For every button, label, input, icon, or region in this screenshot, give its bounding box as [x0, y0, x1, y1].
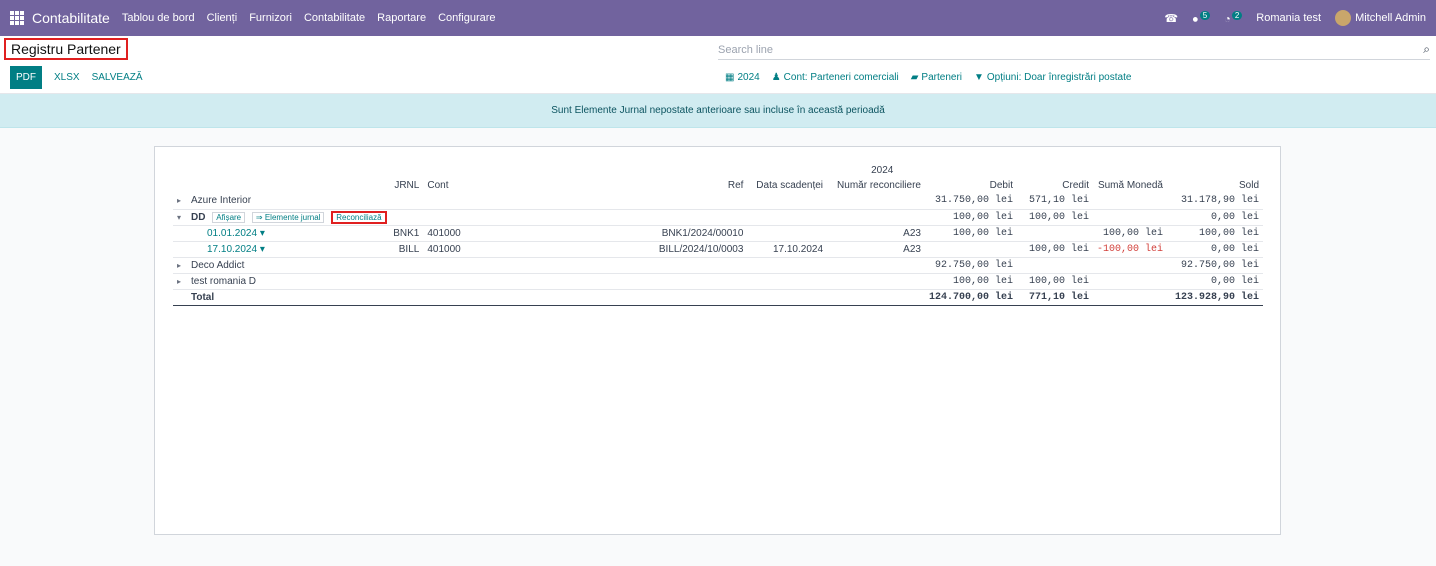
table-row[interactable]: 17.10.2024 ▾ BILL 401000 BILL/2024/10/00… — [173, 240, 1263, 257]
warning-banner: Sunt Elemente Jurnal nepostate anterioar… — [0, 94, 1436, 128]
col-cont: Cont — [427, 180, 449, 191]
menu-reporting[interactable]: Raportare — [377, 12, 427, 24]
table-row[interactable]: 01.01.2024 ▾ BNK1 401000 BNK1/2024/00010… — [173, 224, 1263, 241]
folder-icon: ▰ — [910, 72, 919, 83]
app-name[interactable]: Contabilitate — [32, 10, 110, 26]
col-sold: Sold — [1238, 180, 1259, 191]
report-sheet: 2024 JRNL Cont Ref Data scadenței Număr … — [154, 146, 1281, 535]
report-area: 2024 JRNL Cont Ref Data scadenței Număr … — [0, 128, 1436, 566]
user-icon: ♟ — [771, 72, 781, 83]
partner-ledger-table: 2024 JRNL Cont Ref Data scadenței Număr … — [173, 163, 1263, 306]
phone-icon[interactable]: ☎ — [1164, 12, 1179, 25]
filter-account[interactable]: ♟ Cont: Parteneri comerciali — [771, 72, 899, 83]
apps-grid-icon[interactable] — [10, 11, 24, 25]
avatar — [1335, 10, 1352, 26]
col-credit: Credit — [1062, 180, 1089, 191]
caret-right-icon[interactable]: ▸ — [173, 272, 187, 289]
col-ref: Ref — [727, 180, 744, 191]
calendar-icon: ▦ — [725, 72, 735, 83]
user-name: Mitchell Admin — [1355, 11, 1426, 24]
chat-count-badge: 5 — [1199, 10, 1211, 20]
line-date[interactable]: 01.01.2024 — [207, 227, 258, 239]
menu-dashboard[interactable]: Tablou de bord — [121, 12, 195, 24]
filter-partners[interactable]: ▰ Parteneri — [910, 72, 962, 83]
line-date[interactable]: 17.10.2024 — [207, 243, 258, 255]
page-title: Registru Partener — [4, 38, 128, 60]
caret-down-icon: ▾ — [257, 227, 265, 239]
year-header: 2024 — [871, 165, 894, 176]
total-label: Total — [187, 288, 925, 306]
table-row[interactable]: ▸ Azure Interior 31.750,00 lei 571,10 le… — [173, 193, 1263, 209]
search-input[interactable]: Search line — [718, 43, 774, 56]
table-row[interactable]: ▸ test romania D 100,00 lei 100,00 lei 0… — [173, 272, 1263, 289]
menu-clients[interactable]: Clienți — [206, 12, 238, 24]
chat-icon[interactable]: ● 5 — [1192, 10, 1211, 25]
xlsx-button[interactable]: XLSX — [54, 72, 80, 83]
search-bar[interactable]: Search line ⌕ — [718, 40, 1430, 60]
caret-down-icon[interactable]: ▾ — [173, 208, 187, 225]
show-button[interactable]: Afișare — [212, 211, 246, 223]
menu-configuration[interactable]: Configurare — [438, 12, 496, 24]
col-due: Data scadenței — [756, 180, 824, 191]
company-switcher[interactable]: Romania test — [1256, 12, 1322, 24]
filter-options[interactable]: ▼ Opțiuni: Doar înregistrări postate — [974, 72, 1132, 83]
control-panel: Registru Partener Search line ⌕ PDF XLSX… — [0, 36, 1436, 94]
table-row[interactable]: ▾ DD Afișare ⇒ Elemente jurnal Reconcili… — [173, 208, 1263, 225]
filter-icon: ▼ — [974, 72, 984, 83]
col-debit: Debit — [989, 180, 1013, 191]
main-menu: Tablou de bord Clienți Furnizori Contabi… — [122, 12, 496, 24]
caret-down-icon: ▾ — [257, 243, 265, 255]
col-jrnl: JRNL — [394, 180, 420, 191]
activity-icon[interactable]: ◔ 2 — [1224, 10, 1243, 25]
menu-vendors[interactable]: Furnizori — [249, 12, 292, 24]
activity-count-badge: 2 — [1231, 10, 1243, 20]
total-row: Total 124.700,00 lei 771,10 lei 123.928,… — [173, 288, 1263, 306]
user-menu[interactable]: Mitchell Admin — [1335, 10, 1426, 26]
col-currency: Sumă Monedă — [1097, 180, 1163, 191]
caret-right-icon[interactable]: ▸ — [173, 256, 187, 273]
col-recon: Număr reconciliere — [837, 180, 921, 191]
caret-right-icon[interactable]: ▸ — [177, 196, 182, 206]
pdf-button[interactable]: PDF — [10, 66, 42, 89]
save-button[interactable]: SALVEAZĂ — [91, 72, 143, 83]
top-navbar: Contabilitate Tablou de bord Clienți Fur… — [0, 0, 1436, 36]
menu-accounting[interactable]: Contabilitate — [303, 12, 366, 24]
reconcile-button[interactable]: Reconciliază — [331, 210, 387, 224]
search-icon[interactable]: ⌕ — [1423, 42, 1430, 56]
journal-items-button[interactable]: ⇒ Elemente jurnal — [251, 211, 325, 223]
filter-date[interactable]: ▦ 2024 — [725, 72, 760, 83]
table-row[interactable]: ▸ Deco Addict 92.750,00 lei 92.750,00 le… — [173, 256, 1263, 273]
